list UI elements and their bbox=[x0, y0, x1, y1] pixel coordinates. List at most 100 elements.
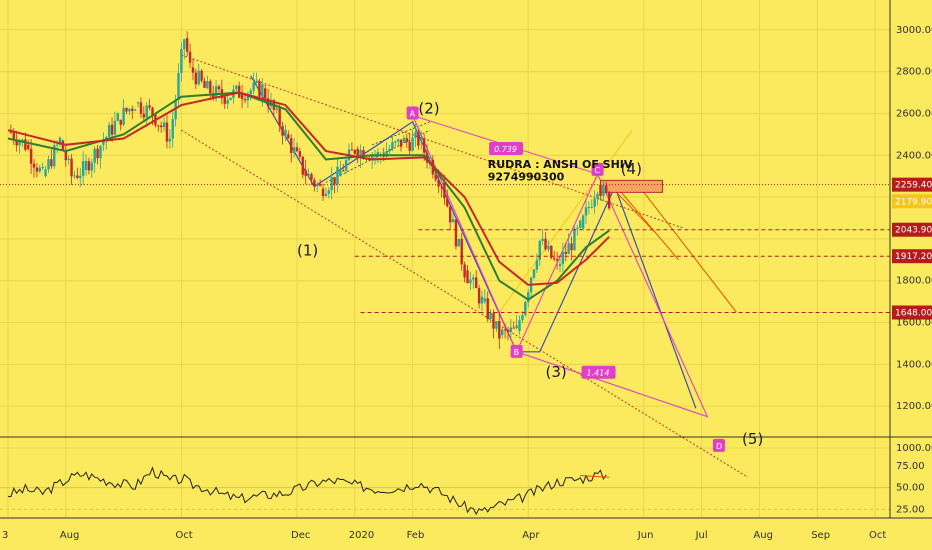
candle-body bbox=[553, 258, 556, 260]
candle-body bbox=[290, 138, 293, 153]
rsi-tick-label: 75.00 bbox=[896, 461, 925, 472]
harmonic-point-box bbox=[510, 344, 523, 358]
candle-body bbox=[500, 329, 504, 336]
candle-body bbox=[209, 81, 212, 94]
candle-body bbox=[396, 139, 400, 142]
candle-body bbox=[113, 120, 117, 135]
price-tick-label: 2800.00 bbox=[896, 67, 932, 78]
candle-body bbox=[567, 243, 570, 254]
harmonic-point-box bbox=[712, 438, 725, 452]
candle-body bbox=[524, 302, 527, 316]
candle-body bbox=[125, 107, 128, 112]
candle-body bbox=[177, 72, 180, 100]
price-level-box bbox=[892, 194, 932, 209]
harmonic-point-label: A bbox=[410, 109, 416, 118]
candle-body bbox=[87, 161, 91, 171]
candle-body bbox=[480, 296, 484, 304]
candle-body bbox=[217, 86, 221, 90]
candle-body bbox=[73, 175, 76, 177]
candle-body bbox=[518, 320, 521, 331]
moving-average-line-2 bbox=[7, 91, 610, 286]
price-level-box bbox=[892, 177, 932, 192]
candle-body bbox=[79, 175, 82, 178]
candle-body bbox=[183, 39, 186, 50]
candle-body bbox=[171, 119, 174, 139]
candle-body bbox=[50, 159, 53, 167]
candle-body bbox=[206, 81, 209, 89]
candle-body bbox=[402, 138, 406, 143]
candle-body bbox=[298, 151, 302, 157]
candle-body bbox=[576, 227, 579, 229]
candle-body bbox=[159, 125, 163, 128]
candle-body bbox=[590, 206, 593, 208]
candle-body bbox=[99, 145, 102, 159]
candle-body bbox=[408, 142, 411, 151]
candle-body bbox=[469, 279, 472, 284]
fib-ratio-box bbox=[489, 141, 524, 155]
candle-body bbox=[136, 102, 140, 104]
candle-body bbox=[84, 161, 88, 170]
annotation-line-2: 9274990300 bbox=[488, 170, 565, 183]
candle-body bbox=[457, 238, 461, 247]
candle-body bbox=[515, 325, 518, 329]
candle-body bbox=[503, 329, 507, 331]
candle-body bbox=[541, 238, 544, 241]
candle-body bbox=[295, 147, 299, 152]
candle-body bbox=[333, 177, 336, 185]
candle-body bbox=[145, 105, 148, 118]
candle-body bbox=[131, 108, 134, 111]
candle-body bbox=[32, 163, 36, 168]
candle-body bbox=[434, 174, 437, 180]
candle-body bbox=[532, 269, 536, 278]
price-tick-label: 3000.00 bbox=[896, 25, 932, 36]
candle-body bbox=[142, 113, 146, 118]
candle-body bbox=[249, 90, 252, 94]
candle-body bbox=[240, 92, 244, 100]
candle-body bbox=[223, 96, 226, 104]
candle-body bbox=[388, 149, 391, 152]
fib-ratio-label: 0.739 bbox=[494, 145, 517, 154]
candle-body bbox=[477, 288, 481, 304]
candle-body bbox=[64, 150, 67, 161]
candle-body bbox=[38, 167, 41, 172]
candle-body bbox=[174, 99, 177, 120]
time-tick-label: Jun bbox=[637, 530, 654, 541]
candle-body bbox=[414, 132, 417, 138]
time-tick-label: Oct bbox=[175, 530, 192, 541]
candle-body bbox=[21, 139, 24, 142]
candle-body bbox=[521, 315, 524, 321]
channel-lower-line bbox=[181, 129, 749, 478]
candle-body bbox=[116, 113, 120, 121]
candle-body bbox=[157, 125, 160, 127]
projection-arrow-2 bbox=[614, 184, 679, 261]
candle-body bbox=[599, 184, 602, 196]
candle-body bbox=[327, 190, 330, 194]
candle-body bbox=[446, 198, 449, 207]
channel-upper-line bbox=[181, 54, 685, 229]
candle-body bbox=[301, 156, 304, 175]
candle-body bbox=[448, 206, 452, 223]
candle-body bbox=[107, 124, 111, 138]
price-tick-label: 2400.00 bbox=[896, 150, 932, 161]
candle-body bbox=[492, 312, 495, 329]
candle-body bbox=[411, 137, 414, 151]
projection-arrow-3 bbox=[637, 184, 737, 313]
time-tick-label: Dec bbox=[291, 530, 310, 541]
candle-body bbox=[287, 134, 290, 139]
candle-body bbox=[252, 82, 255, 91]
candle-body bbox=[264, 88, 267, 99]
candle-body bbox=[512, 327, 515, 329]
fib-ratio-box bbox=[581, 365, 616, 379]
price-tick-label: 1600.00 bbox=[896, 318, 932, 329]
candle-body bbox=[489, 312, 492, 319]
candle-body bbox=[486, 298, 489, 319]
candle-body bbox=[527, 292, 530, 303]
candle-body bbox=[53, 145, 56, 167]
candle-body bbox=[96, 148, 99, 159]
candle-body bbox=[41, 167, 44, 169]
candle-body bbox=[509, 327, 513, 332]
candle-body bbox=[203, 80, 206, 88]
candle-body bbox=[596, 193, 599, 199]
rsi-line bbox=[7, 466, 607, 516]
